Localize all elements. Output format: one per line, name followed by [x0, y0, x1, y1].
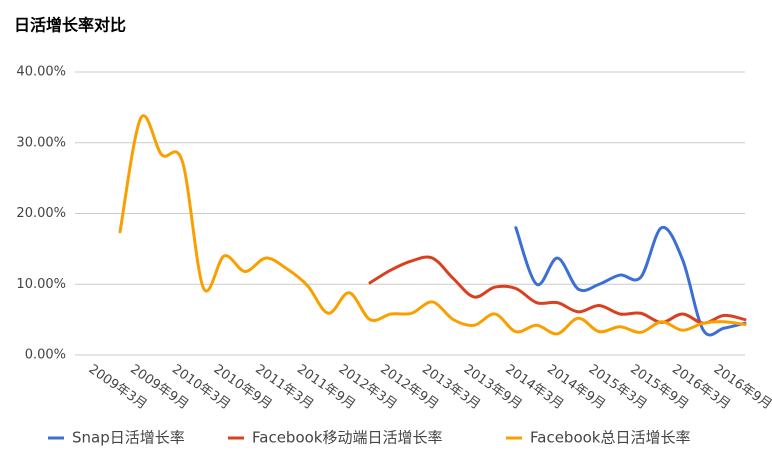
series-line — [368, 255, 747, 325]
series-line — [118, 114, 747, 336]
y-tick-label: 30.00% — [16, 135, 66, 150]
legend-label: Facebook总日活增长率 — [530, 429, 690, 447]
y-tick-label: 10.00% — [16, 277, 66, 292]
legend-label: Facebook移动端日活增长率 — [252, 429, 442, 447]
chart-title: 日活增长率对比 — [14, 16, 126, 35]
legend-label: Snap日活增长率 — [72, 429, 185, 447]
y-tick-label: 0.00% — [25, 348, 66, 363]
series-line — [514, 225, 747, 337]
y-tick-label: 40.00% — [16, 65, 66, 80]
y-tick-label: 20.00% — [16, 206, 66, 221]
